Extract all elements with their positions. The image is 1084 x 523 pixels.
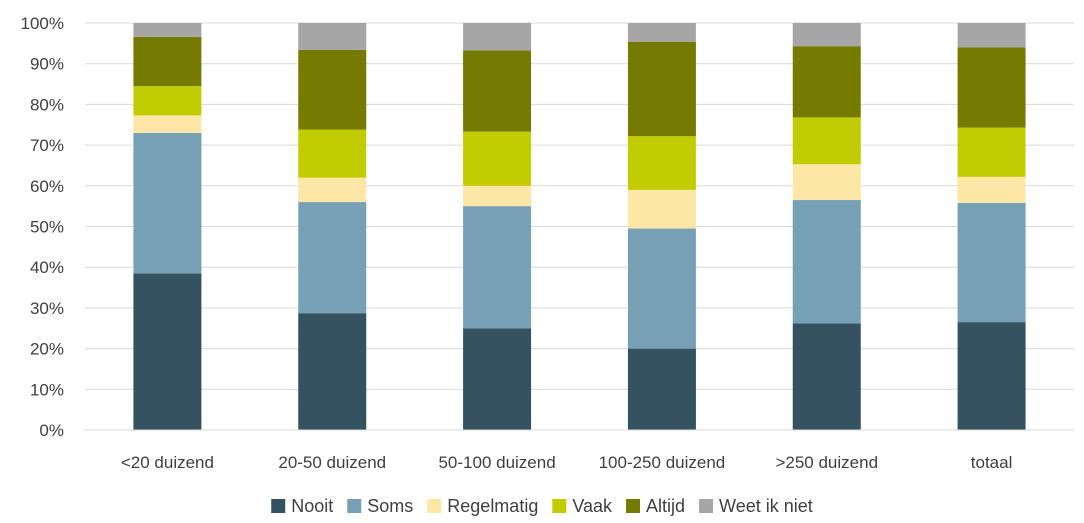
y-tick-label: 60% — [30, 177, 64, 196]
y-tick-label: 50% — [30, 218, 64, 237]
bar-segment — [627, 228, 696, 349]
legend-label: Altijd — [646, 496, 685, 516]
legend-swatch — [427, 499, 442, 513]
bar-segment — [957, 47, 1026, 128]
bar-segment — [792, 46, 861, 118]
bar-segment — [792, 117, 861, 165]
bar-segment — [298, 49, 367, 130]
bar-segment — [133, 36, 202, 87]
bar-segment — [298, 177, 367, 203]
legend-label: Nooit — [291, 496, 333, 516]
y-tick-label: 40% — [30, 258, 64, 277]
legend: Nooit Soms Regelmatig Vaak Altijd Weet ik nie… — [271, 496, 813, 516]
bar-segment — [133, 23, 202, 37]
bar-segment — [463, 131, 532, 186]
bar-segment — [957, 23, 1026, 48]
bar-segment — [133, 115, 202, 133]
bar-segment — [792, 323, 861, 430]
legend-swatch — [626, 499, 641, 513]
bars — [133, 23, 1026, 430]
x-tick-label: >250 duizend — [775, 453, 878, 472]
x-tick-label: 50-100 duizend — [438, 453, 555, 472]
bar-segment — [133, 132, 202, 274]
x-tick-label: 100-250 duizend — [599, 453, 726, 472]
bar-segment — [792, 200, 861, 324]
y-tick-label: 90% — [30, 55, 64, 74]
bar-segment — [298, 23, 367, 50]
y-tick-label: 10% — [30, 380, 64, 399]
y-tick-label: 0% — [39, 421, 64, 440]
bar-segment — [792, 23, 861, 47]
bar-segment — [957, 176, 1026, 203]
x-tick-label: totaal — [971, 453, 1013, 472]
legend-label: Weet ik niet — [719, 496, 813, 516]
y-tick-label: 20% — [30, 340, 64, 359]
bar-segment — [298, 313, 367, 430]
bar-segment — [627, 41, 696, 137]
bar-segment — [627, 348, 696, 430]
y-tick-label: 70% — [30, 136, 64, 155]
legend-swatch — [699, 499, 714, 513]
x-tick-label: <20 duizend — [121, 453, 214, 472]
bar-segment — [133, 273, 202, 430]
y-tick-label: 30% — [30, 299, 64, 318]
y-axis: 0% 10% 20% 30% 40% 50% 60% 70% 80% 90% 100% — [21, 14, 64, 440]
legend-swatch — [552, 499, 567, 513]
bar-segment — [133, 86, 202, 116]
bar-segment — [298, 129, 367, 178]
legend-label: Soms — [367, 496, 413, 516]
legend-swatch — [347, 499, 362, 513]
bar-segment — [957, 322, 1026, 430]
bar-segment — [463, 185, 532, 207]
legend-swatch — [271, 499, 286, 513]
legend-label: Regelmatig — [447, 496, 538, 516]
x-axis: <20 duizend 20-50 duizend 50-100 duizend 10… — [85, 429, 1074, 472]
bar-segment — [792, 164, 861, 201]
bar-segment — [957, 202, 1026, 323]
y-tick-label: 80% — [30, 95, 64, 114]
bar-segment — [463, 328, 532, 430]
bar-segment — [957, 127, 1026, 177]
bar-segment — [463, 206, 532, 329]
gridlines — [85, 22, 1074, 431]
bar-segment — [627, 23, 696, 42]
legend-label: Vaak — [572, 496, 613, 516]
bar-segment — [627, 189, 696, 229]
y-tick-label: 100% — [21, 14, 64, 33]
bar-segment — [298, 202, 367, 314]
x-tick-label: 20-50 duizend — [278, 453, 386, 472]
bar-segment — [463, 23, 532, 51]
bar-segment — [463, 50, 532, 132]
bar-segment — [627, 136, 696, 190]
